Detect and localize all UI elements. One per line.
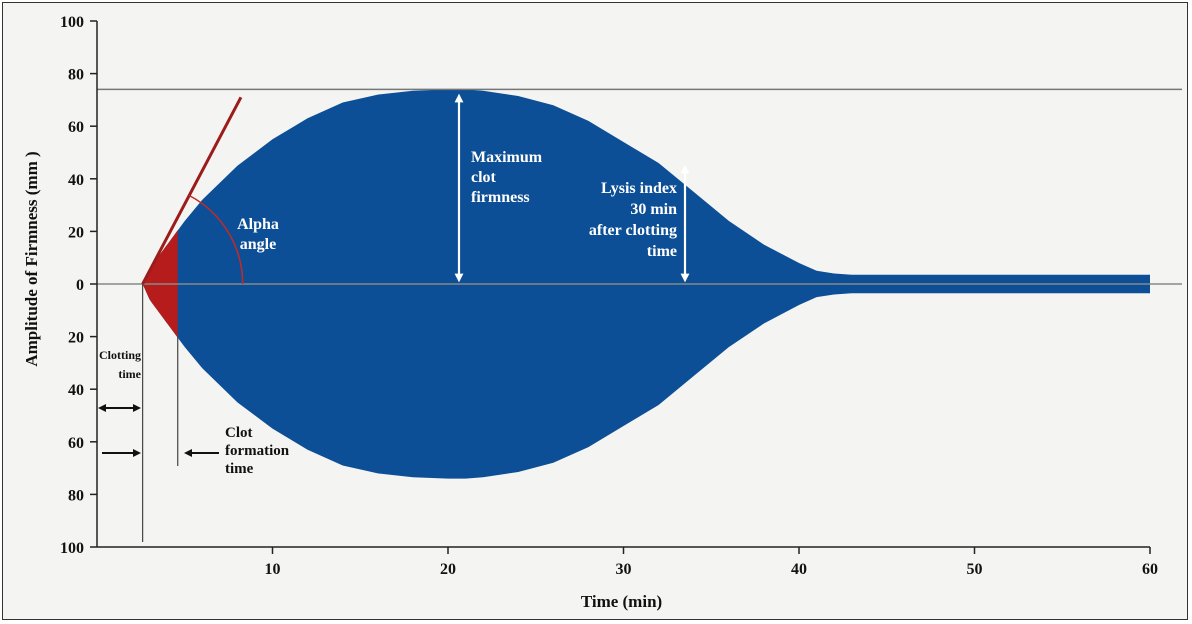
- x-axis-title: Time (min): [581, 592, 662, 611]
- y-tick-label: 60: [68, 119, 84, 136]
- x-tick-label: 20: [440, 561, 456, 578]
- y-tick-label: 80: [68, 67, 84, 84]
- alpha-angle-label: Alpha angle: [237, 216, 279, 253]
- x-tick-label: 60: [1142, 561, 1158, 578]
- x-tick-label: 40: [791, 561, 807, 578]
- y-tick-label: 60: [68, 435, 84, 452]
- alpha-tangent-line: [141, 96, 243, 285]
- x-tick-label: 50: [967, 561, 983, 578]
- y-tick-label: 20: [68, 224, 84, 241]
- y-tick-label: 40: [68, 172, 84, 189]
- y-tick-label: 40: [68, 382, 84, 399]
- y-axis-title: Amplitude of Firmness (mm ): [22, 151, 41, 366]
- x-tick-label: 10: [265, 561, 281, 578]
- y-tick-label: 20: [68, 330, 84, 347]
- y-tick-label: 100: [60, 540, 84, 557]
- y-tick-label: 100: [60, 14, 84, 31]
- max-clot-firmness-label: Maximum clot firmness: [471, 149, 543, 206]
- y-tick-label: 0: [76, 277, 84, 294]
- alpha-arc: [188, 194, 244, 285]
- y-tick-label: 80: [68, 487, 84, 504]
- clot-formation-label: Clot formation time: [225, 425, 290, 477]
- clotting-time-label: Clotting time: [99, 348, 142, 381]
- x-tick-label: 30: [616, 561, 632, 578]
- lysis-index-label: Lysis index 30 min after clotting time: [589, 180, 677, 260]
